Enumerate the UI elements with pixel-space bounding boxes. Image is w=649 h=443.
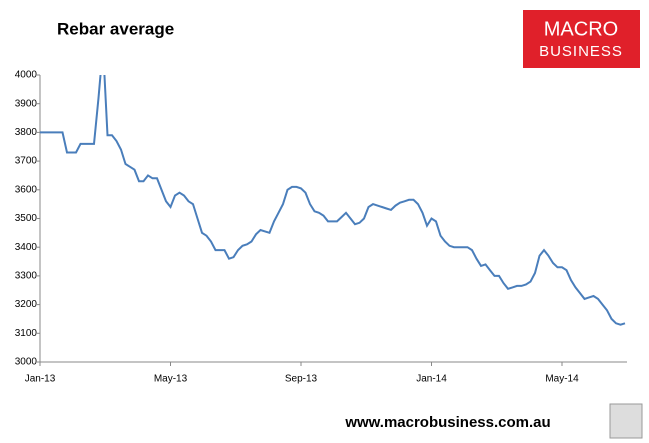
x-tick-label: Sep-13 (285, 374, 318, 385)
y-tick-label: 3500 (15, 213, 38, 224)
x-tick-label: May-13 (154, 374, 188, 385)
y-tick-label: 3800 (15, 127, 38, 138)
y-tick-label: 3300 (15, 271, 38, 282)
x-tick-label: Jan-14 (416, 374, 447, 385)
footer-url: www.macrobusiness.com.au (344, 414, 550, 431)
y-tick-label: 3000 (15, 357, 38, 368)
brand-logo (523, 10, 640, 68)
y-tick-label: 3600 (15, 184, 38, 195)
y-tick-label: 3700 (15, 156, 38, 167)
y-tick-label: 3200 (15, 299, 38, 310)
y-tick-label: 4000 (15, 70, 38, 81)
x-tick-label: Jan-13 (25, 374, 56, 385)
x-tick-label: May-14 (545, 374, 579, 385)
chart-title: Rebar average (57, 19, 174, 38)
wolf-icon (609, 403, 643, 439)
data-line (40, 75, 626, 326)
y-tick-label: 3400 (15, 242, 38, 253)
brand-line2: BUSINESS (539, 43, 623, 60)
brand-line1: MACRO (544, 18, 618, 40)
y-tick-label: 3100 (15, 328, 38, 339)
y-tick-label: 3900 (15, 98, 38, 109)
